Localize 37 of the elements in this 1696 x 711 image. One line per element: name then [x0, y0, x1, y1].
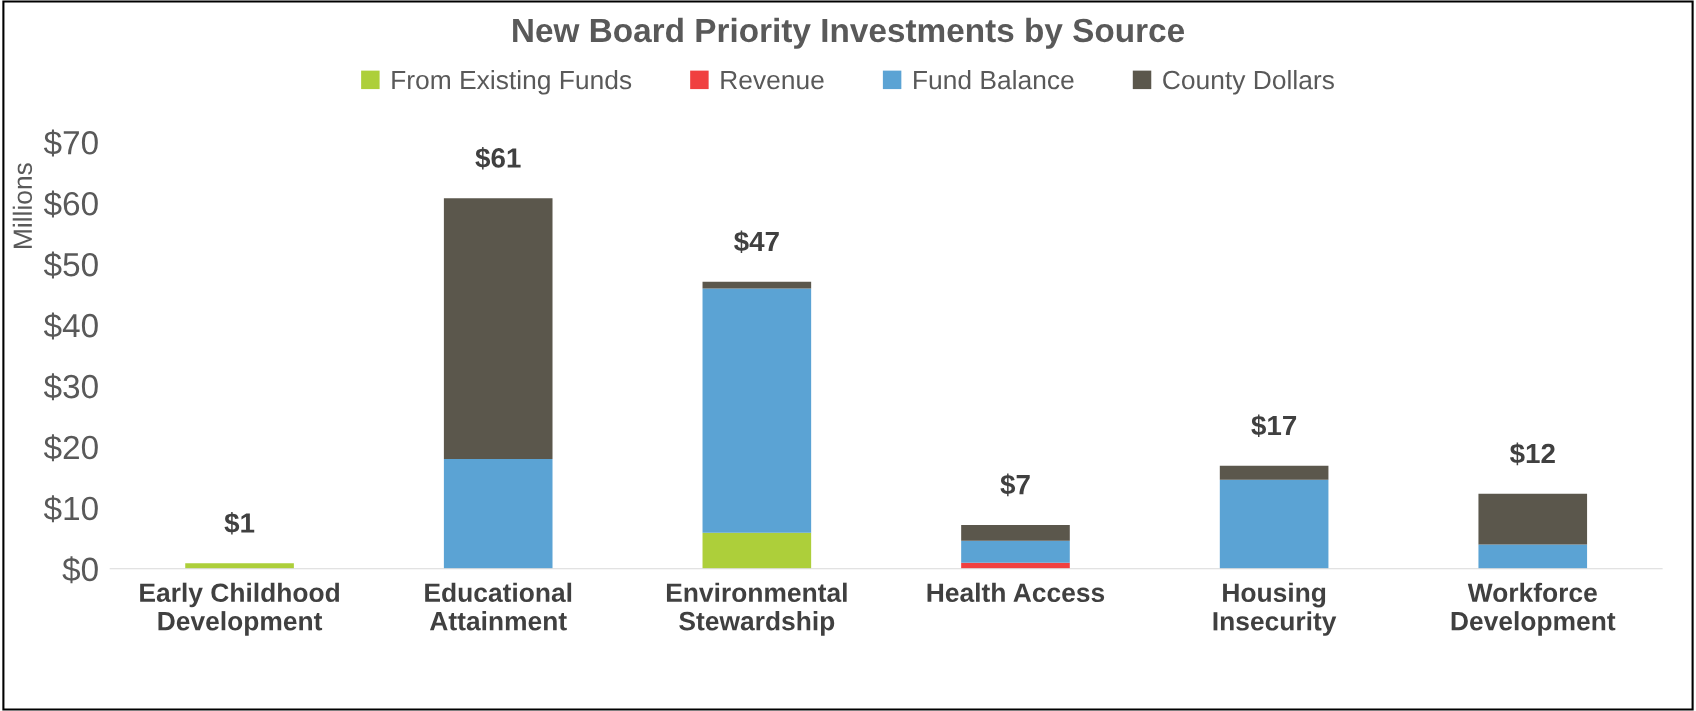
x-tick-label: Educational Attainment: [425, 582, 572, 631]
y-tick-label: $30: [43, 373, 98, 401]
legend-label: County Dollars: [1163, 69, 1334, 95]
y-tick-label: $50: [43, 251, 98, 279]
bar: [1478, 493, 1588, 545]
x-tick-label: Housing Insecurity: [1213, 582, 1337, 636]
bar: [185, 563, 294, 569]
x-tick-label: Workforce Development: [1451, 582, 1616, 636]
bar: [1219, 479, 1329, 569]
bar: [702, 532, 812, 569]
y-tick-label: $70: [43, 129, 98, 157]
bar: [961, 524, 1070, 541]
y-tick-label: $40: [43, 312, 98, 340]
x-tick-label: Health Access: [927, 582, 1105, 603]
bar: [1219, 465, 1329, 480]
y-tick-label: $10: [43, 495, 98, 523]
x-tick-label: Early Childhood Development: [140, 582, 339, 636]
bar: [443, 459, 553, 569]
total-label: $17: [1251, 414, 1297, 438]
total-label: $61: [475, 146, 521, 170]
legend-label: From Existing Funds: [392, 69, 632, 95]
legend-label: Revenue: [721, 70, 824, 90]
bar: [961, 540, 1070, 563]
legend-label: Fund Balance: [914, 69, 1074, 90]
total-label: $12: [1509, 442, 1555, 466]
bar: [702, 288, 812, 533]
y-tick-label: $60: [43, 190, 98, 218]
total-label: $47: [734, 230, 779, 254]
y-axis-title: Millions: [12, 163, 33, 249]
x-tick-label: Environmental Stewardship: [666, 582, 847, 636]
total-label: $1: [224, 511, 255, 535]
chart-title: New Board Priority Investments by Source: [513, 17, 1185, 49]
y-tick-label: $0: [62, 556, 98, 584]
bar: [1478, 544, 1588, 569]
total-label: $7: [1000, 473, 1030, 497]
y-tick-label: $20: [43, 434, 98, 462]
bar: [443, 198, 553, 460]
